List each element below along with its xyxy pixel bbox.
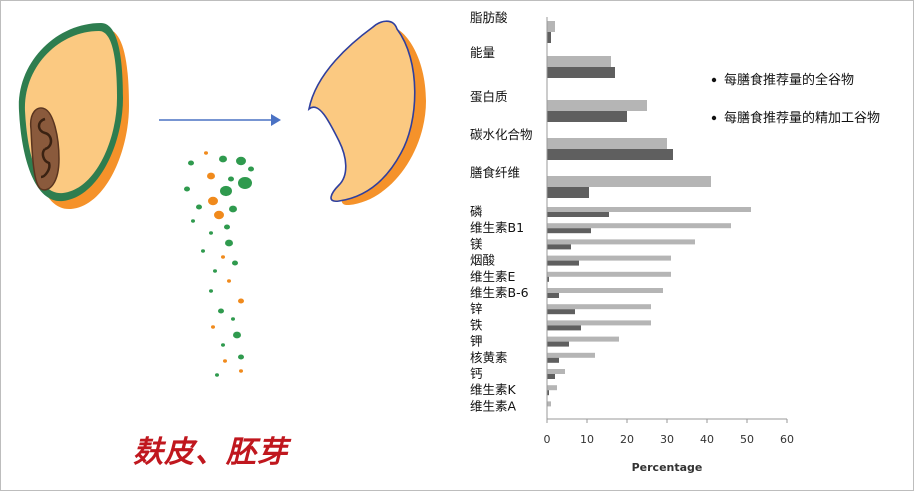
- refined-grain-icon: [307, 20, 426, 206]
- x-tick-label: 40: [700, 433, 714, 446]
- category-label: 能量: [470, 45, 495, 60]
- germ-detail: [37, 117, 53, 179]
- category-labels: 脂肪酸能量蛋白质碳水化合物膳食纤维磷维生素B1镁烟酸维生素E维生素B-6锌铁钾核…: [470, 10, 533, 413]
- bars-group: [547, 21, 751, 407]
- bran-particles: [184, 151, 254, 377]
- bar-whole-grain-11: [547, 304, 651, 310]
- bar-refined-grain-13: [547, 341, 569, 347]
- category-label: 钙: [470, 366, 483, 381]
- bar-whole-grain-3: [547, 138, 667, 149]
- bar-whole-grain-5: [547, 207, 751, 212]
- category-label: 维生素K: [470, 382, 517, 397]
- bar-refined-grain-3: [547, 149, 673, 160]
- bar-refined-grain-10: [547, 293, 559, 298]
- bar-whole-grain-6: [547, 223, 731, 229]
- legend-bullet-icon: [711, 77, 717, 83]
- x-tick-label: 30: [660, 433, 674, 446]
- bar-refined-grain-1: [547, 67, 615, 78]
- category-label: 脂肪酸: [470, 10, 508, 25]
- legend-entry: 每膳食推荐量的全谷物: [724, 72, 854, 88]
- bar-whole-grain-1: [547, 56, 611, 67]
- bar-refined-grain-0: [547, 32, 551, 43]
- bar-whole-grain-15: [547, 369, 565, 374]
- bar-refined-grain-4: [547, 187, 589, 198]
- bar-whole-grain-13: [547, 336, 619, 342]
- category-label: 膳食纤维: [470, 165, 520, 180]
- x-tick-label: 60: [780, 433, 794, 446]
- bar-refined-grain-8: [547, 260, 579, 266]
- category-label: 维生素B1: [470, 220, 524, 235]
- category-label: 维生素E: [470, 269, 516, 284]
- category-label: 维生素A: [470, 398, 517, 413]
- nutrient-bar-chart: 脂肪酸能量蛋白质碳水化合物膳食纤维磷维生素B1镁烟酸维生素E维生素B-6锌铁钾核…: [470, 10, 880, 474]
- bar-whole-grain-16: [547, 385, 557, 391]
- category-label: 碳水化合物: [470, 127, 533, 142]
- bar-whole-grain-7: [547, 239, 695, 245]
- category-label: 锌: [470, 301, 483, 316]
- arrow-icon: [159, 114, 281, 126]
- x-axis-title: Percentage: [632, 461, 703, 474]
- bar-refined-grain-9: [547, 276, 549, 282]
- category-label: 维生素B-6: [470, 285, 529, 300]
- bar-whole-grain-9: [547, 271, 671, 277]
- bar-whole-grain-12: [547, 320, 651, 326]
- category-label: 烟酸: [470, 253, 496, 268]
- category-label: 核黄素: [470, 350, 508, 365]
- bar-refined-grain-16: [547, 390, 549, 396]
- x-tick-label: 20: [620, 433, 634, 446]
- x-tick-label: 10: [580, 433, 594, 446]
- whole-grain-icon: [18, 23, 129, 210]
- bar-whole-grain-10: [547, 288, 663, 293]
- bar-whole-grain-14: [547, 352, 595, 358]
- bar-refined-grain-7: [547, 244, 571, 250]
- bar-refined-grain-15: [547, 374, 555, 379]
- bar-whole-grain-17: [547, 401, 551, 407]
- x-tick-label: 50: [740, 433, 754, 446]
- bran-germ-label: 麸皮、胚芽: [133, 435, 288, 470]
- category-label: 镁: [470, 236, 483, 251]
- legend-bullet-icon: [711, 115, 717, 121]
- bar-whole-grain-8: [547, 255, 671, 261]
- grain-illustration: [18, 20, 426, 377]
- bar-refined-grain-5: [547, 212, 609, 217]
- bar-whole-grain-4: [547, 176, 711, 187]
- bar-refined-grain-12: [547, 325, 581, 331]
- bar-refined-grain-6: [547, 228, 591, 234]
- category-label: 钾: [470, 334, 483, 349]
- legend-entry: 每膳食推荐量的精加工谷物: [724, 110, 880, 126]
- bar-whole-grain-0: [547, 21, 555, 32]
- bar-whole-grain-2: [547, 100, 647, 111]
- category-label: 磷: [470, 204, 483, 219]
- category-label: 铁: [470, 317, 483, 332]
- x-tick-label: 0: [544, 433, 551, 446]
- category-label: 蛋白质: [470, 89, 508, 104]
- x-axis-ticks: 0 10 20 30 40 50 60: [544, 419, 794, 446]
- bar-refined-grain-2: [547, 111, 627, 122]
- bar-refined-grain-14: [547, 357, 559, 363]
- bar-refined-grain-11: [547, 309, 575, 315]
